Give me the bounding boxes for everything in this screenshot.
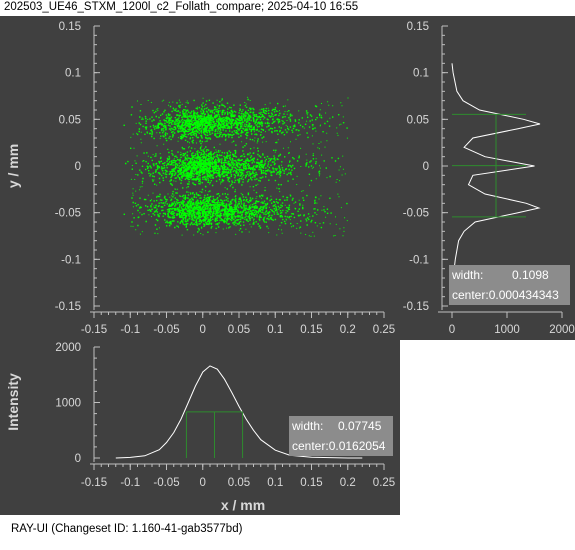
x-histogram-x-tick-label: 0.1 [267,477,283,489]
x-histogram-y-axis-label: Intensity [5,373,21,431]
scatter-x-tick-label: -0.15 [81,324,107,336]
scatter-y-tick-label: 0.05 [59,114,81,126]
y-info-width-value: 0.1098 [512,265,549,285]
scatter-y-tick-label: -0.1 [61,254,81,266]
x-histogram-x-tick-labels: -0.15 -0.1 -0.05 0 0.05 0.1 0.15 0.2 0.25 [81,477,395,489]
x-info-center-label: center: [292,436,329,456]
y-info-width-label: width: [452,265,512,285]
x-info-width-value: 0.07745 [338,416,381,436]
y-histogram-y-tick-label: -0.1 [409,254,429,266]
x-histogram-y-tick-label: 0 [75,453,81,465]
x-info-width-label: width: [292,416,338,436]
x-histogram-x-tick-label: -0.05 [153,477,179,489]
y-histogram-y-tick-label: -0.15 [403,301,429,313]
scatter-y-tick-label: 0 [75,161,81,173]
window-title: 202503_UE46_STXM_1200l_c2_Follath_compar… [0,0,575,16]
x-histogram-info-box: width: 0.07745 center: 0.0162054 [289,416,393,456]
x-histogram-x-tick-label: 0.15 [300,477,322,489]
scatter-x-tick-labels: -0.15 -0.1 -0.05 0 0.05 0.1 0.15 0.2 0.25 [81,324,395,336]
x-info-center-value: 0.0162054 [329,436,386,456]
x-histogram-x-tick-label: -0.15 [81,477,107,489]
scatter-y-tick-label: -0.05 [55,208,81,220]
scatter-x-tick-label: 0.2 [340,324,356,336]
x-histogram-y-tick-label: 2000 [55,342,81,354]
x-histogram-y-tick-label: 1000 [55,398,81,410]
scatter-x-tick-label: -0.05 [153,324,179,336]
scatter-x-tick-label: 0 [200,324,206,336]
y-histogram-y-tick-label: 0.15 [407,21,429,33]
y-histogram-x-tick-label: 1000 [494,324,520,336]
y-histogram-y-tick-label: 0.1 [413,68,429,80]
scatter-x-tick-label: 0.25 [373,324,395,336]
x-histogram-x-tick-label: 0.2 [340,477,356,489]
footer-text: RAY-UI (Changeset ID: 1.160-41-gab3577bd… [11,523,242,535]
scatter-x-tick-label: -0.1 [120,324,140,336]
y-histogram-y-tick-label: -0.05 [403,208,429,220]
scatter-x-tick-label: 0.1 [267,324,283,336]
scatter-y-tick-label: -0.15 [55,301,81,313]
x-histogram-x-tick-label: -0.1 [120,477,140,489]
scatter-x-tick-label: 0.15 [300,324,322,336]
scatter-y-tick-label: 0.1 [65,68,81,80]
x-histogram-x-axis-label: x / mm [221,497,265,513]
x-histogram-x-tick-label: 0.25 [373,477,395,489]
y-histogram-y-tick-label: 0 [423,161,429,173]
scatter-y-axis-label: y / mm [5,144,21,188]
y-histogram-x-tick-label: 0 [449,324,455,336]
y-histogram-info-box: width: 0.1098 center: 0.000434343 [449,265,570,305]
x-histogram-x-tick-label: 0.05 [228,477,250,489]
scatter-x-tick-label: 0.05 [228,324,250,336]
y-info-center-label: center: [452,285,489,305]
y-histogram-y-tick-label: 0.05 [407,114,429,126]
y-info-center-value: 0.000434343 [489,285,559,305]
y-histogram-x-tick-label: 2000 [549,324,575,336]
x-histogram-x-tick-label: 0 [200,477,206,489]
scatter-y-tick-label: 0.15 [59,21,81,33]
